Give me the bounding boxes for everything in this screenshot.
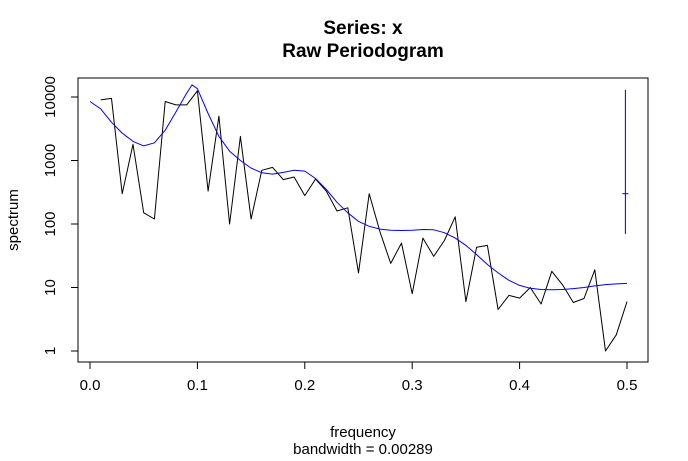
confidence-interval-bar (622, 89, 629, 234)
series-line (100, 90, 628, 352)
x-tick-label: 0.0 (80, 377, 101, 394)
x-tick-label: 0.5 (617, 377, 638, 394)
smoothed-spectrum-series (89, 84, 628, 291)
y-axis-label: spectrum (5, 189, 22, 251)
chart-subtitle: Raw Periodogram (282, 41, 444, 62)
raw-periodogram-series (100, 90, 628, 352)
y-tick-label: 10 (42, 279, 59, 296)
y-tick-label: 1000 (42, 144, 59, 177)
x-axis-label: frequency (330, 424, 396, 441)
x-tick-label: 0.3 (402, 377, 423, 394)
x-axis-sublabel: bandwidth = 0.00289 (293, 441, 433, 458)
x-tick-label: 0.2 (294, 377, 315, 394)
x-tick-label: 0.4 (509, 377, 530, 394)
series-line (89, 84, 628, 291)
x-tick-label: 0.1 (187, 377, 208, 394)
y-axis: 1 10 100 1000 10000 (42, 76, 79, 355)
y-tick-label: 1 (42, 347, 59, 355)
y-tick-label: 100 (42, 211, 59, 236)
y-tick-label: 10000 (42, 76, 59, 118)
chart-title: Series: x (323, 18, 403, 39)
x-axis: 0.0 0.1 0.2 0.3 0.4 0.5 (80, 361, 638, 394)
plot-area (89, 84, 629, 352)
